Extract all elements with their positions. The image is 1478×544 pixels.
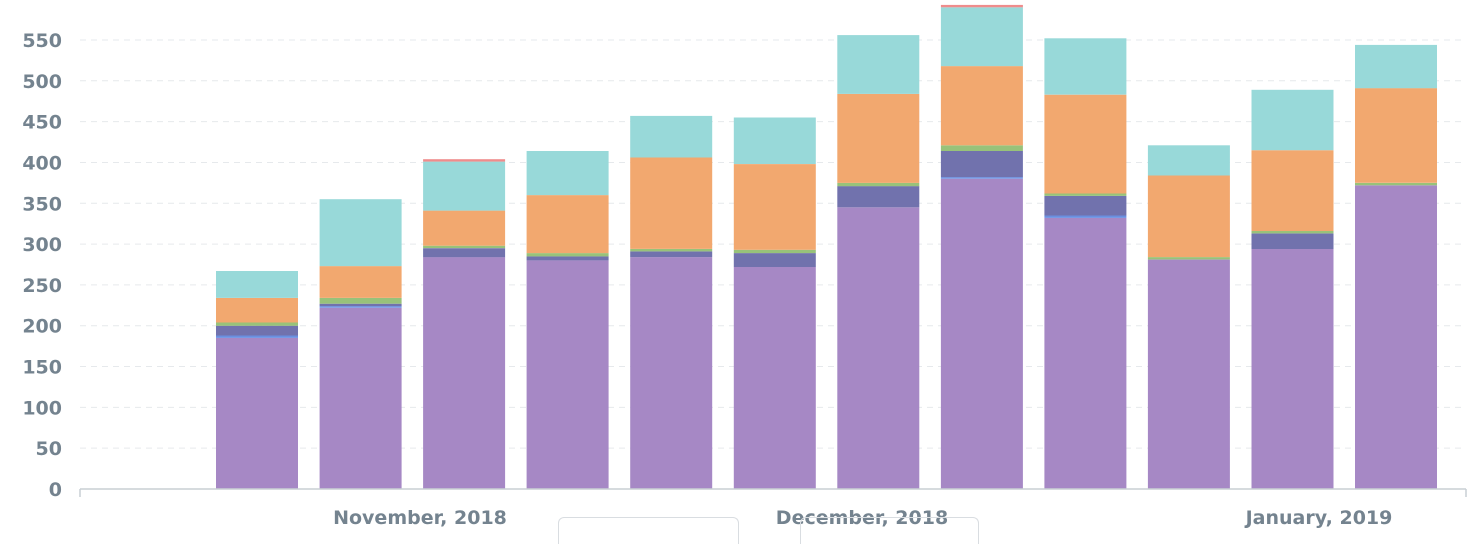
bar-segment[interactable] — [733, 249, 816, 254]
bar-segment[interactable] — [630, 249, 713, 252]
x-axis-ticks — [79, 489, 1467, 497]
bars — [216, 4, 1437, 490]
bar-segment[interactable] — [940, 66, 1023, 146]
bar-segment[interactable] — [1251, 233, 1334, 250]
bar-segment[interactable] — [940, 151, 1023, 178]
bar-segment[interactable] — [423, 159, 506, 162]
bar-segment[interactable] — [1355, 88, 1437, 183]
bar-segment[interactable] — [319, 298, 402, 304]
y-tick-label: 350 — [22, 193, 62, 215]
partial-tooltip-box — [800, 517, 979, 544]
bar-segment[interactable] — [526, 151, 609, 196]
bar-segment[interactable] — [423, 161, 506, 211]
bar-segment[interactable] — [837, 182, 920, 187]
y-tick-label: 450 — [22, 112, 62, 134]
y-tick-label: 550 — [22, 30, 62, 52]
bar-segment[interactable] — [1044, 218, 1127, 489]
bar-segment[interactable] — [526, 195, 609, 254]
bar-segment[interactable] — [837, 93, 920, 183]
bar-segment[interactable] — [1251, 231, 1334, 234]
x-tick-label-december-2018: December, 2018 — [776, 507, 948, 529]
bar-segment[interactable] — [1147, 257, 1230, 260]
bar-segment[interactable] — [940, 145, 1023, 151]
bar-segment[interactable] — [423, 257, 506, 489]
bar-segment[interactable] — [1147, 259, 1230, 489]
bar-segment[interactable] — [1251, 89, 1334, 151]
bar-segment[interactable] — [1355, 182, 1437, 186]
bar-segment[interactable] — [940, 4, 1023, 8]
bar-segment[interactable] — [733, 117, 816, 165]
x-axis-tick-labels: November, 2018 December, 2018 January, 2… — [333, 507, 1392, 529]
y-tick-label: 250 — [22, 275, 62, 297]
y-axis-tick-labels: 0 50 100 150 200 250 300 350 400 450 500 550 — [22, 30, 62, 501]
bar-segment[interactable] — [1044, 38, 1127, 95]
y-tick-label: 0 — [49, 479, 62, 501]
bar-segment[interactable] — [1251, 150, 1334, 231]
bar-segment[interactable] — [837, 186, 920, 208]
bar-segment[interactable] — [423, 248, 506, 258]
bar-segment[interactable] — [837, 207, 920, 490]
bar-segment[interactable] — [423, 245, 506, 249]
bar-segment[interactable] — [940, 7, 1023, 67]
bar-segment[interactable] — [216, 338, 298, 489]
bar-segment[interactable] — [1147, 145, 1230, 176]
bar-segment[interactable] — [733, 266, 816, 489]
bar-segment[interactable] — [630, 115, 713, 158]
bar-segment[interactable] — [837, 35, 920, 94]
y-tick-label: 200 — [22, 316, 62, 338]
bar-segment[interactable] — [733, 253, 816, 267]
bar-segment[interactable] — [526, 260, 609, 489]
y-tick-label: 150 — [22, 357, 62, 379]
y-tick-label: 50 — [36, 438, 62, 460]
bar-segment[interactable] — [319, 307, 402, 489]
bar-segment[interactable] — [1044, 193, 1127, 196]
bar-segment[interactable] — [423, 210, 506, 246]
bar-segment[interactable] — [1355, 185, 1437, 490]
bar-segment[interactable] — [526, 253, 609, 257]
bar-segment[interactable] — [216, 325, 298, 336]
bar-segment[interactable] — [216, 298, 298, 323]
bar-segment[interactable] — [319, 303, 402, 307]
bar-segment[interactable] — [1355, 44, 1437, 89]
x-tick-label-january-2019: January, 2019 — [1244, 507, 1393, 529]
bar-segment[interactable] — [319, 199, 402, 267]
x-tick-label-november-2018: November, 2018 — [333, 507, 507, 529]
bar-segment[interactable] — [1044, 195, 1127, 216]
bar-segment[interactable] — [319, 306, 402, 308]
bar-segment[interactable] — [1251, 249, 1334, 489]
y-tick-label: 300 — [22, 234, 62, 256]
bar-segment[interactable] — [526, 256, 609, 261]
bar-segment[interactable] — [630, 257, 713, 489]
bar-segment[interactable] — [216, 271, 298, 298]
bar-segment[interactable] — [940, 177, 1023, 179]
partial-tooltip-box — [558, 517, 739, 544]
bar-segment[interactable] — [630, 251, 713, 258]
bar-segment[interactable] — [630, 157, 713, 249]
bar-segment[interactable] — [940, 178, 1023, 490]
y-tick-label: 100 — [22, 397, 62, 419]
y-tick-label: 400 — [22, 152, 62, 174]
bar-segment[interactable] — [1044, 215, 1127, 218]
bar-segment[interactable] — [1044, 94, 1127, 194]
bar-segment[interactable] — [216, 322, 298, 326]
bar-segment[interactable] — [319, 266, 402, 298]
bar-segment[interactable] — [216, 335, 298, 338]
bar-segment[interactable] — [733, 164, 816, 250]
y-tick-label: 500 — [22, 71, 62, 93]
bar-segment[interactable] — [1147, 175, 1230, 258]
